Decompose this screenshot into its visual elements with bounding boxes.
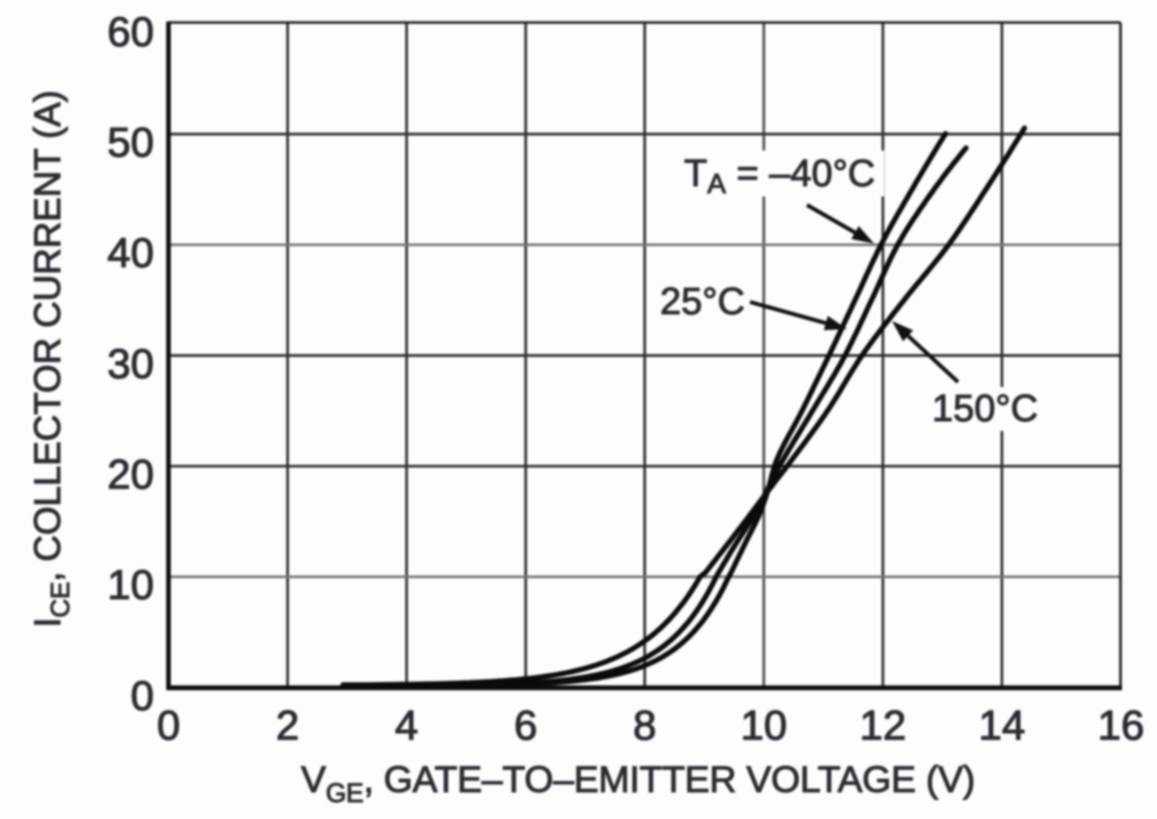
- svg-text:TA = –40°C: TA = –40°C: [684, 153, 875, 199]
- svg-text:150°C: 150°C: [932, 388, 1038, 430]
- svg-text:12: 12: [860, 702, 907, 749]
- svg-text:6: 6: [514, 702, 537, 749]
- svg-text:0: 0: [131, 672, 154, 719]
- svg-text:8: 8: [633, 702, 656, 749]
- svg-text:ICE, COLLECTOR CURRENT (A): ICE, COLLECTOR CURRENT (A): [27, 90, 75, 627]
- svg-text:10: 10: [107, 561, 154, 608]
- svg-text:25°C: 25°C: [660, 281, 745, 323]
- svg-text:14: 14: [979, 702, 1026, 749]
- svg-text:60: 60: [107, 8, 154, 55]
- svg-text:50: 50: [107, 118, 154, 165]
- svg-text:16: 16: [1098, 702, 1145, 749]
- svg-text:20: 20: [107, 451, 154, 498]
- svg-text:2: 2: [276, 702, 299, 749]
- svg-text:10: 10: [740, 702, 787, 749]
- svg-text:4: 4: [395, 702, 418, 749]
- svg-text:30: 30: [107, 340, 154, 387]
- svg-text:0: 0: [157, 702, 180, 749]
- svg-text:40: 40: [107, 229, 154, 276]
